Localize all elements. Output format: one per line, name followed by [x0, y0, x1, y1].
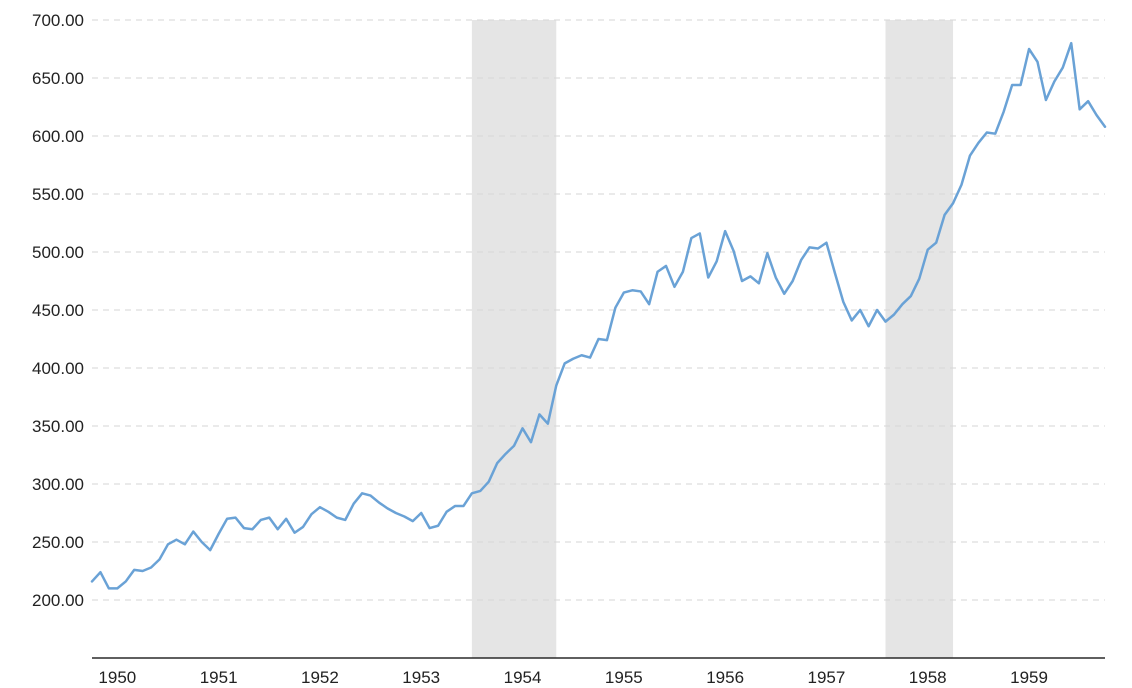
x-tick-label: 1951	[200, 668, 238, 687]
series-line-group	[90, 41, 1107, 590]
recession-band-1	[471, 20, 557, 658]
x-tick-label: 1953	[402, 668, 440, 687]
y-axis-tick-labels: 200.00 250.00 300.00 350.00 400.00 450.00 500.…	[32, 11, 84, 610]
x-tick-label: 1958	[909, 668, 947, 687]
y-tick-label: 550.00	[32, 185, 84, 204]
recession-band-2	[885, 20, 954, 658]
x-tick-label: 1954	[504, 668, 542, 687]
y-tick-label: 450.00	[32, 301, 84, 320]
x-axis-tick-labels: 1950 1951 1952 1953 1954 1955 1956 1957 1958 1959	[98, 668, 1048, 687]
y-tick-label: 700.00	[32, 11, 84, 30]
y-tick-label: 600.00	[32, 127, 84, 146]
y-tick-label: 300.00	[32, 475, 84, 494]
y-tick-label: 400.00	[32, 359, 84, 378]
x-tick-label: 1956	[706, 668, 744, 687]
gridlines	[92, 19, 1105, 601]
y-tick-label: 350.00	[32, 417, 84, 436]
x-tick-label: 1955	[605, 668, 643, 687]
x-tick-label: 1952	[301, 668, 339, 687]
x-tick-label: 1950	[98, 668, 136, 687]
y-tick-label: 200.00	[32, 591, 84, 610]
series-line-1	[90, 41, 1107, 590]
y-tick-label: 250.00	[32, 533, 84, 552]
y-tick-label: 500.00	[32, 243, 84, 262]
x-tick-label: 1959	[1010, 668, 1048, 687]
y-tick-label: 650.00	[32, 69, 84, 88]
recession-bands	[471, 20, 954, 658]
x-tick-label: 1957	[808, 668, 846, 687]
